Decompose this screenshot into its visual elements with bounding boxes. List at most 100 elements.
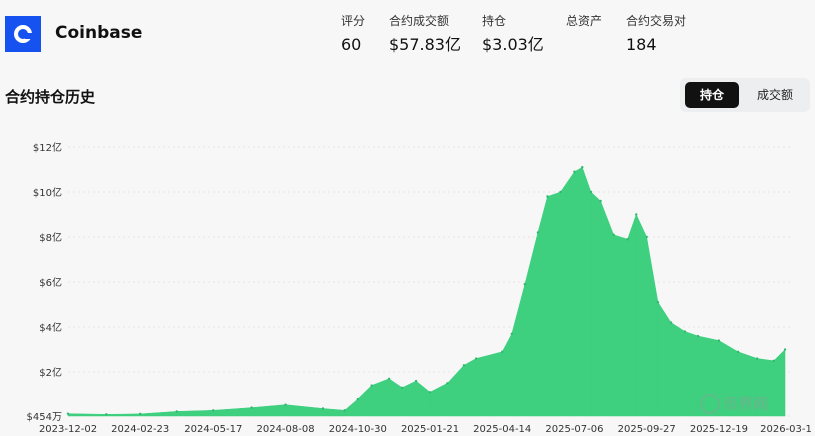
- y-tick-label: $4亿: [39, 321, 62, 334]
- data-point: [581, 166, 584, 169]
- stat-value: 60: [341, 35, 362, 54]
- area-segment: [447, 364, 465, 417]
- area-segment: [501, 333, 513, 417]
- data-point: [696, 334, 700, 338]
- data-point: [599, 199, 602, 203]
- data-point: [462, 364, 466, 367]
- data-point: [536, 231, 540, 234]
- x-tick-label: 2025-09-27: [618, 424, 676, 435]
- y-tick-label: $12亿: [33, 141, 62, 154]
- y-tick-label: $8亿: [39, 231, 62, 244]
- area-segment: [560, 170, 575, 417]
- y-tick-label: $10亿: [33, 186, 62, 199]
- y-tick-label: $6亿: [39, 276, 62, 289]
- exchange-header: Coinbase 评分 60 合约成交额 $57.83亿 持仓 $3.03亿 总…: [0, 0, 815, 76]
- stat-total-assets: 总资产: [566, 12, 602, 35]
- section-title: 合约持仓历史: [5, 88, 96, 106]
- data-point: [645, 235, 648, 239]
- area-segment: [613, 234, 628, 417]
- area-segment: [176, 410, 214, 417]
- data-point: [284, 403, 287, 406]
- data-point: [559, 190, 562, 194]
- data-point: [736, 350, 740, 353]
- area-segment: [524, 232, 539, 417]
- area-segment: [463, 358, 477, 417]
- y-tick-label: $454万: [27, 412, 62, 423]
- data-point: [573, 170, 576, 173]
- stat-label: 合约交易对: [626, 14, 687, 28]
- data-point: [589, 190, 593, 194]
- metric-toggle: 持仓 成交额: [680, 78, 810, 112]
- data-point: [250, 406, 253, 409]
- area-segment: [388, 378, 403, 417]
- area-segment: [251, 404, 286, 417]
- data-point: [683, 330, 687, 333]
- area-segment: [139, 411, 178, 417]
- data-point: [446, 382, 449, 385]
- watermark-coin-icon: [700, 393, 720, 414]
- data-point: [175, 410, 178, 413]
- area-segment: [657, 301, 672, 417]
- data-point: [66, 412, 70, 415]
- x-tick-label: 2025-07-06: [545, 424, 603, 435]
- area-segment: [371, 378, 390, 417]
- data-point: [717, 339, 721, 342]
- area-segment: [285, 404, 324, 417]
- area-segment: [773, 348, 786, 417]
- coinbase-logo-icon: [5, 16, 41, 52]
- data-point: [612, 233, 615, 236]
- area-segment: [590, 191, 601, 417]
- data-point: [356, 397, 359, 401]
- tab-open-interest[interactable]: 持仓: [685, 82, 739, 108]
- x-tick-label: 2023-12-02: [39, 424, 97, 435]
- data-point: [474, 357, 478, 360]
- x-tick-label: 2024-10-30: [329, 424, 387, 435]
- data-point: [626, 238, 629, 241]
- data-point: [772, 359, 775, 362]
- x-tick-label: 2025-12-19: [690, 424, 748, 435]
- x-tick-label: 2026-03-1: [760, 424, 812, 435]
- area-segment: [322, 408, 345, 417]
- x-tick-label: 2025-04-14: [473, 424, 531, 435]
- data-point: [523, 283, 527, 286]
- data-point: [510, 332, 513, 335]
- x-tick-label: 2025-01-21: [401, 424, 459, 435]
- data-point: [428, 391, 432, 394]
- x-axis: 2023-12-02 2024-02-23 2024-05-17 2024-08-08…: [39, 424, 812, 435]
- data-point: [414, 379, 418, 383]
- x-tick-label: 2024-08-08: [256, 424, 314, 435]
- data-point: [387, 377, 391, 380]
- stat-open-interest: 持仓 $3.03亿: [482, 12, 544, 55]
- stat-value: $57.83亿: [389, 35, 461, 54]
- area-segment: [213, 407, 252, 417]
- area-segment: [600, 200, 614, 417]
- stat-score: 评分 60: [341, 12, 365, 55]
- data-point: [105, 413, 108, 416]
- data-point: [755, 357, 759, 360]
- stat-label: 总资产: [566, 14, 603, 28]
- area-segment: [401, 380, 417, 417]
- tab-volume[interactable]: 成交额: [756, 88, 793, 102]
- stat-label: 持仓: [482, 14, 507, 28]
- area-segment: [635, 214, 647, 417]
- data-point: [212, 409, 215, 412]
- watermark-text: 币界网: [723, 395, 769, 413]
- data-point: [501, 350, 504, 353]
- chart-area: [66, 166, 787, 417]
- data-point: [656, 301, 660, 304]
- area-segment: [415, 380, 431, 417]
- stat-label: 评分: [341, 14, 366, 28]
- stat-contract-pairs: 合约交易对 184: [626, 12, 686, 55]
- data-point: [669, 321, 673, 324]
- area-segment: [511, 284, 526, 417]
- stat-contract-volume: 合约成交额 $57.83亿: [389, 12, 461, 55]
- area-segment: [547, 191, 561, 417]
- area-segment: [684, 331, 699, 417]
- data-point: [139, 412, 142, 416]
- x-tick-label: 2024-02-23: [111, 424, 169, 435]
- area-segment: [67, 413, 107, 417]
- stat-value: $3.03亿: [482, 35, 544, 54]
- area-segment: [537, 196, 548, 417]
- data-point: [400, 386, 404, 389]
